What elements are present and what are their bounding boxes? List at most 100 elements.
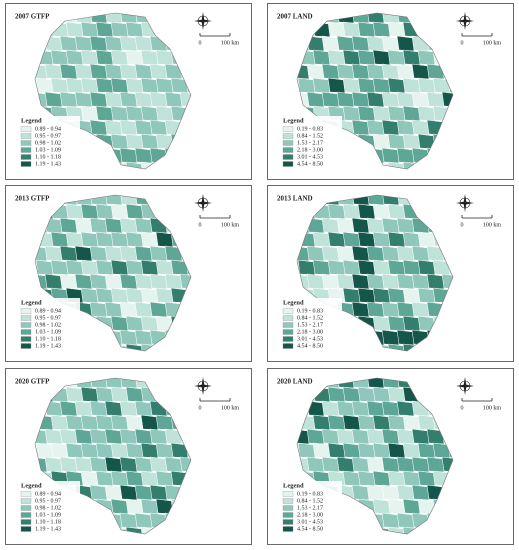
region	[35, 428, 48, 445]
region	[381, 400, 400, 417]
region	[402, 442, 421, 459]
region	[65, 442, 84, 459]
region	[50, 77, 69, 94]
map-outline	[296, 377, 454, 535]
legend-swatch	[20, 343, 32, 349]
region	[74, 245, 93, 262]
region	[357, 442, 376, 459]
region	[119, 378, 138, 389]
region	[110, 287, 129, 304]
region	[74, 217, 93, 234]
region	[381, 195, 400, 206]
region	[336, 217, 355, 234]
region	[396, 301, 415, 318]
legend-swatch	[282, 140, 294, 146]
region	[80, 105, 99, 122]
region	[297, 63, 310, 80]
scale-end: 100 km	[483, 405, 502, 411]
region	[417, 442, 436, 459]
region	[119, 400, 138, 417]
region	[372, 470, 391, 487]
region	[387, 442, 406, 459]
region	[297, 442, 316, 459]
region	[411, 428, 430, 445]
region	[35, 63, 48, 80]
region	[357, 49, 376, 66]
legend-label: 0.89 - 0.94	[35, 491, 61, 497]
region	[74, 35, 93, 52]
region	[95, 77, 114, 94]
region	[110, 133, 129, 150]
region	[312, 49, 331, 66]
region	[411, 301, 430, 318]
region	[351, 456, 370, 473]
region	[351, 35, 370, 52]
region	[125, 133, 144, 150]
region	[119, 456, 138, 473]
region	[104, 428, 123, 445]
region	[149, 63, 168, 80]
region	[35, 259, 54, 276]
region	[366, 13, 385, 24]
region	[80, 231, 99, 248]
legend-label: 0.19 - 0.83	[297, 126, 323, 132]
region	[59, 35, 78, 52]
region	[342, 287, 361, 304]
panel-title: 2007 GTFP	[15, 13, 50, 21]
scale-end: 100 km	[221, 405, 240, 411]
region	[89, 91, 108, 108]
region	[74, 63, 93, 80]
region	[396, 91, 415, 108]
region	[74, 91, 93, 108]
scale-start: 0	[199, 40, 202, 46]
region	[336, 245, 355, 262]
region	[125, 343, 144, 351]
region	[366, 63, 385, 80]
region	[104, 245, 123, 262]
region	[140, 287, 159, 304]
legend-swatch	[20, 329, 32, 335]
legend-label: 2.18 - 3.00	[297, 147, 323, 153]
region	[134, 301, 153, 318]
region	[134, 147, 153, 164]
region	[372, 21, 391, 38]
region	[110, 231, 129, 248]
region	[50, 414, 69, 431]
region	[381, 273, 400, 290]
legend-label: 4.54 - 8.50	[297, 161, 323, 167]
region	[357, 203, 376, 220]
region	[164, 91, 183, 108]
north-arrow	[194, 194, 212, 212]
legend-swatch	[20, 491, 32, 497]
region	[426, 428, 445, 445]
region	[306, 428, 325, 445]
region	[342, 77, 361, 94]
region	[372, 414, 391, 431]
legend-title: Legend	[283, 299, 304, 306]
region	[80, 49, 99, 66]
region	[125, 526, 144, 534]
region	[402, 259, 421, 276]
region	[351, 119, 370, 136]
region	[80, 259, 99, 276]
region	[140, 105, 159, 122]
region	[155, 287, 174, 304]
region	[149, 91, 168, 108]
region	[125, 231, 144, 248]
legend-swatch	[282, 322, 294, 328]
region	[342, 231, 361, 248]
region	[134, 91, 153, 108]
region	[155, 414, 174, 431]
legend-label: 0.89 - 0.94	[35, 126, 61, 132]
region	[351, 428, 370, 445]
region	[155, 259, 174, 276]
region	[140, 414, 159, 431]
region	[357, 386, 376, 403]
legend-swatch	[282, 519, 294, 525]
legend-label: 1.19 - 1.43	[35, 526, 61, 532]
region	[50, 231, 69, 248]
region	[134, 400, 153, 417]
region	[104, 91, 123, 108]
region	[402, 287, 421, 304]
legend-label: 1.19 - 1.43	[35, 161, 61, 167]
